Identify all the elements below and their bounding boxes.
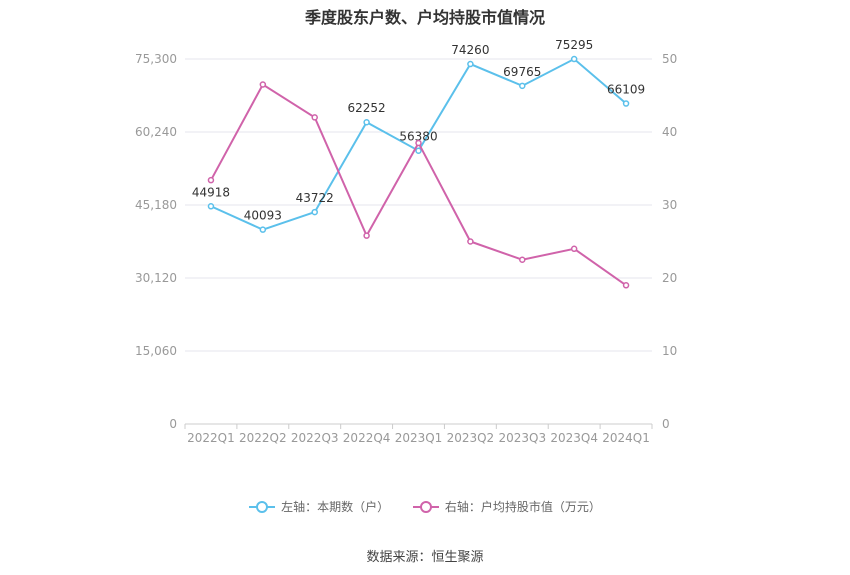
legend-marker-left <box>249 500 276 514</box>
x-tick-label: 2023Q1 <box>395 431 443 445</box>
y-right-tick-label: 30 <box>662 198 677 212</box>
y-left-tick-label: 30,120 <box>135 271 177 285</box>
data-point <box>622 282 630 289</box>
y-right-tick-label: 50 <box>662 52 677 66</box>
data-label: 40093 <box>244 209 282 223</box>
x-tick-label: 2024Q1 <box>602 431 650 445</box>
legend-item-right-series[interactable]: 右轴：户均持股市值（万元） <box>412 498 601 515</box>
data-point <box>467 60 474 68</box>
data-point <box>207 203 215 210</box>
data-point <box>519 256 526 263</box>
data-label: 74260 <box>451 43 489 57</box>
data-label: 43722 <box>296 191 334 205</box>
data-point <box>570 55 578 63</box>
y-left-tick-label: 75,300 <box>135 52 177 66</box>
data-point <box>259 226 267 233</box>
x-tick-label: 2023Q3 <box>498 431 546 445</box>
y-left-tick-label: 15,060 <box>135 344 177 358</box>
data-label: 56380 <box>399 130 437 144</box>
data-point <box>570 245 578 253</box>
data-label: 44918 <box>192 185 230 199</box>
x-tick-label: 2023Q4 <box>550 431 598 445</box>
y-right-tick-label: 10 <box>662 344 677 358</box>
y-left-tick-label: 0 <box>169 417 177 431</box>
data-source: 数据来源：恒生聚源 <box>366 550 484 565</box>
y-right-tick-label: 0 <box>662 417 670 431</box>
x-tick-label: 2023Q2 <box>447 431 495 445</box>
data-label: 69765 <box>503 65 541 79</box>
data-point <box>311 114 318 121</box>
legend-marker-right <box>412 500 439 514</box>
legend-label-right: 右轴：户均持股市值（万元） <box>444 500 601 514</box>
y-right-tick-label: 40 <box>662 125 677 139</box>
data-point <box>415 147 422 154</box>
series-line <box>210 83 627 287</box>
chart-title: 季度股东户数、户均持股市值情况 <box>304 8 545 27</box>
data-label: 75295 <box>555 38 593 52</box>
legend: 左轴：本期数（户） 右轴：户均持股市值（万元） <box>0 498 850 517</box>
data-point <box>207 176 215 184</box>
data-point <box>363 232 370 239</box>
x-tick-label: 2022Q1 <box>187 431 235 445</box>
y-left-tick-label: 45,180 <box>135 198 177 212</box>
data-point <box>259 81 267 88</box>
legend-item-left-series[interactable]: 左轴：本期数（户） <box>249 498 389 515</box>
y-right-tick-label: 20 <box>662 271 677 285</box>
x-tick-label: 2022Q3 <box>291 431 339 445</box>
data-point <box>311 208 318 216</box>
data-point <box>467 238 474 245</box>
data-point <box>519 82 526 90</box>
x-tick-label: 2022Q4 <box>343 431 391 445</box>
data-point <box>363 118 370 126</box>
data-point <box>415 139 422 147</box>
data-point <box>622 100 630 107</box>
data-label: 66109 <box>607 83 645 97</box>
y-left-tick-label: 60,240 <box>135 125 177 139</box>
legend-label-left: 左轴：本期数（户） <box>281 500 390 514</box>
x-tick-label: 2022Q2 <box>239 431 287 445</box>
data-label: 62252 <box>348 101 386 115</box>
